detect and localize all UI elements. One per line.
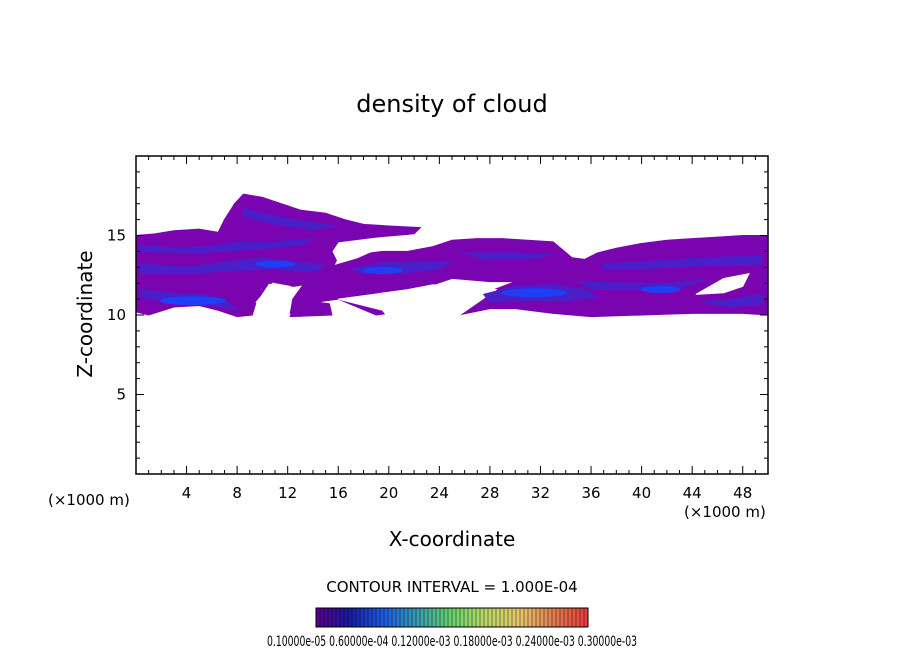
z-tick-label: 10 [107, 306, 126, 324]
density-core [160, 296, 226, 306]
cloud-gap [338, 284, 498, 316]
z-axis-label: Z-coordinate [73, 250, 97, 377]
cloud-band [702, 293, 764, 308]
density-core [640, 286, 681, 294]
cloud-gap [695, 272, 750, 295]
x-tick-label: 36 [581, 484, 600, 502]
x-unit-right: (×1000 m) [684, 503, 766, 521]
colorbar-divisions [319, 608, 585, 627]
z-axis-ticks: 5 10 15 [107, 171, 768, 459]
cloud-band [139, 238, 314, 254]
cloud-band [242, 207, 339, 230]
contour-interval-text: CONTOUR INTERVAL = 1.000E-04 [326, 578, 577, 596]
x-axis-ticks: 4 8 12 16 20 24 28 32 36 40 44 48 [148, 156, 756, 502]
cloud-field [136, 193, 768, 318]
x-tick-label: 20 [379, 484, 398, 502]
x-tick-label: 24 [430, 484, 449, 502]
x-tick-label: 28 [480, 484, 499, 502]
x-tick-label: 48 [733, 484, 752, 502]
density-core [362, 266, 403, 274]
x-unit-left: (×1000 m) [48, 491, 130, 509]
cloud-band [464, 252, 554, 260]
x-axis-label: X-coordinate [389, 527, 516, 551]
cloud-patch [289, 300, 333, 318]
x-tick-label: 16 [329, 484, 348, 502]
z-tick-label: 5 [116, 386, 126, 404]
colorbar-labels: 0.10000e-05 0.60000e-04 0.12000e-03 0.18… [267, 634, 637, 650]
chart-title: density of cloud [356, 90, 547, 118]
x-tick-label: 32 [531, 484, 550, 502]
x-tick-label: 4 [182, 484, 192, 502]
colorbar [315, 607, 589, 628]
cloud-band [603, 255, 763, 270]
cloud-region-east [289, 235, 768, 318]
z-tick-label: 15 [107, 227, 126, 245]
density-core [501, 288, 568, 298]
x-tick-label: 8 [232, 484, 242, 502]
x-tick-label: 12 [278, 484, 297, 502]
x-tick-label: 40 [632, 484, 651, 502]
cloud-gap [334, 234, 415, 265]
cloud-region-west [136, 193, 422, 318]
x-tick-label: 44 [683, 484, 702, 502]
density-core [254, 260, 296, 268]
cloud-gap [255, 282, 291, 316]
